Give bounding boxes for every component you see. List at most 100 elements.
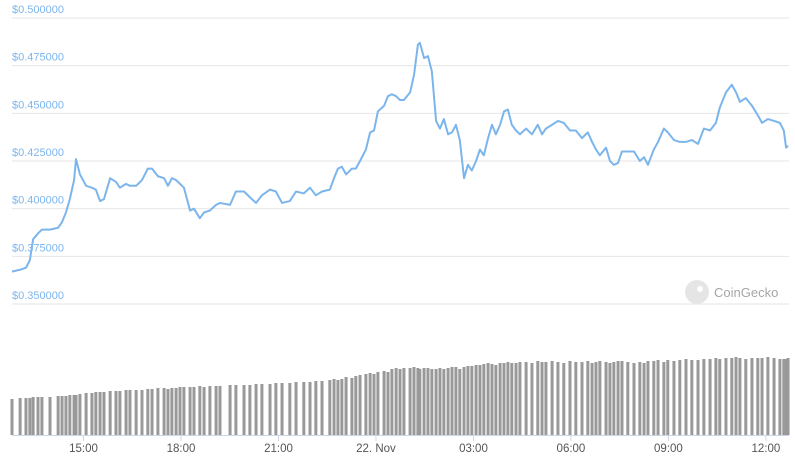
volume-bar bbox=[174, 388, 178, 435]
volume-bar bbox=[506, 362, 510, 435]
volume-bar bbox=[98, 392, 102, 435]
volume-bar bbox=[536, 361, 540, 435]
volume-bar bbox=[708, 359, 712, 435]
volume-bar bbox=[60, 396, 64, 435]
y-tick-label: $0.350000 bbox=[12, 290, 64, 302]
volume-bar bbox=[114, 391, 118, 435]
volume-bar bbox=[140, 390, 144, 435]
volume-bar bbox=[64, 396, 68, 435]
volume-bar bbox=[666, 360, 670, 435]
volume-bar bbox=[656, 360, 660, 435]
volume-bar bbox=[376, 372, 380, 435]
volume-bar bbox=[696, 360, 700, 435]
volume-bar bbox=[638, 362, 642, 435]
volume-bar bbox=[690, 360, 694, 435]
volume-bar bbox=[274, 383, 278, 435]
volume-bar bbox=[778, 359, 782, 435]
volume-bar bbox=[502, 363, 506, 435]
volume-bar bbox=[78, 394, 82, 435]
volume-bar bbox=[74, 395, 78, 435]
volume-bar bbox=[280, 383, 284, 435]
volume-bar bbox=[108, 391, 112, 435]
volume-bar bbox=[744, 359, 748, 435]
volume-bar bbox=[434, 369, 438, 435]
volume-bar bbox=[702, 359, 706, 435]
volume-bar bbox=[228, 385, 232, 435]
volume-bar bbox=[18, 398, 22, 435]
volume-bar bbox=[730, 358, 734, 435]
volume-bar bbox=[248, 385, 252, 435]
volume-bar bbox=[150, 389, 154, 435]
x-tick-label: 03:00 bbox=[459, 443, 488, 455]
volume-bar bbox=[214, 386, 218, 435]
volume-bar bbox=[632, 363, 636, 435]
volume-bar bbox=[134, 390, 138, 435]
volume-bar bbox=[604, 362, 608, 435]
volume-bar bbox=[714, 358, 718, 435]
volume-bar bbox=[24, 398, 28, 435]
watermark-text: CoinGecko bbox=[714, 285, 778, 300]
volume-bar bbox=[470, 366, 474, 435]
volume-bar bbox=[684, 359, 688, 435]
volume-bar bbox=[178, 387, 182, 435]
volume-bar bbox=[672, 361, 676, 435]
volume-bar bbox=[498, 363, 502, 435]
volume-bar bbox=[268, 384, 272, 435]
volume-bar bbox=[426, 368, 430, 435]
volume-bar bbox=[514, 363, 518, 435]
y-tick-label: $0.500000 bbox=[12, 4, 64, 16]
volume-bar bbox=[530, 363, 534, 435]
volume-bar bbox=[490, 364, 494, 435]
volume-bar bbox=[314, 381, 318, 435]
volume-bar bbox=[386, 372, 390, 435]
volume-bar bbox=[308, 382, 312, 435]
y-tick-label: $0.425000 bbox=[12, 147, 64, 159]
x-tick-label: 09:00 bbox=[654, 443, 683, 455]
volume-bar bbox=[438, 368, 442, 435]
volume-bar bbox=[562, 363, 566, 435]
volume-bar bbox=[474, 365, 478, 435]
volume-bar bbox=[550, 361, 554, 435]
volume-bar bbox=[182, 387, 186, 435]
volume-bar bbox=[462, 367, 466, 435]
volume-bar bbox=[750, 358, 754, 435]
volume-bar bbox=[368, 373, 372, 435]
volume-bar bbox=[218, 386, 222, 435]
volume-bar bbox=[482, 364, 486, 435]
volume-bar bbox=[544, 362, 548, 435]
volume-bar bbox=[642, 363, 646, 435]
volume-bar bbox=[328, 380, 332, 435]
volume-bar bbox=[510, 363, 514, 435]
volume-bar bbox=[620, 361, 624, 435]
volume-bar bbox=[31, 397, 35, 435]
volume-bar bbox=[760, 358, 764, 435]
volume-bar bbox=[28, 398, 32, 435]
volume-bar bbox=[556, 362, 560, 435]
y-tick-label: $0.375000 bbox=[12, 242, 64, 254]
volume-bar bbox=[518, 362, 522, 435]
volume-bar bbox=[340, 379, 344, 435]
volume-bar bbox=[450, 367, 454, 435]
volume-bar bbox=[394, 368, 398, 435]
y-tick-label: $0.450000 bbox=[12, 99, 64, 111]
volume-bar bbox=[408, 368, 412, 435]
watermark-icon bbox=[685, 280, 709, 304]
volume-bar bbox=[156, 388, 160, 435]
volume-bar bbox=[580, 362, 584, 435]
volume-bar bbox=[430, 369, 434, 435]
volume-bar bbox=[372, 374, 376, 435]
volume-bar bbox=[782, 359, 786, 435]
volume-bar bbox=[458, 369, 462, 435]
volume-bar bbox=[188, 387, 192, 435]
volume-bar bbox=[574, 362, 578, 435]
volume-bar bbox=[358, 375, 362, 435]
volume-bar bbox=[646, 361, 650, 435]
volume-bar bbox=[652, 361, 656, 435]
volume-bar bbox=[766, 357, 770, 435]
x-tick-label: 12:00 bbox=[752, 443, 781, 455]
volume-bar bbox=[364, 374, 368, 435]
volume-bar bbox=[166, 389, 170, 435]
volume-bar bbox=[294, 382, 298, 435]
volume-bar bbox=[734, 357, 738, 435]
x-tick-label: 22. Nov bbox=[356, 443, 396, 455]
